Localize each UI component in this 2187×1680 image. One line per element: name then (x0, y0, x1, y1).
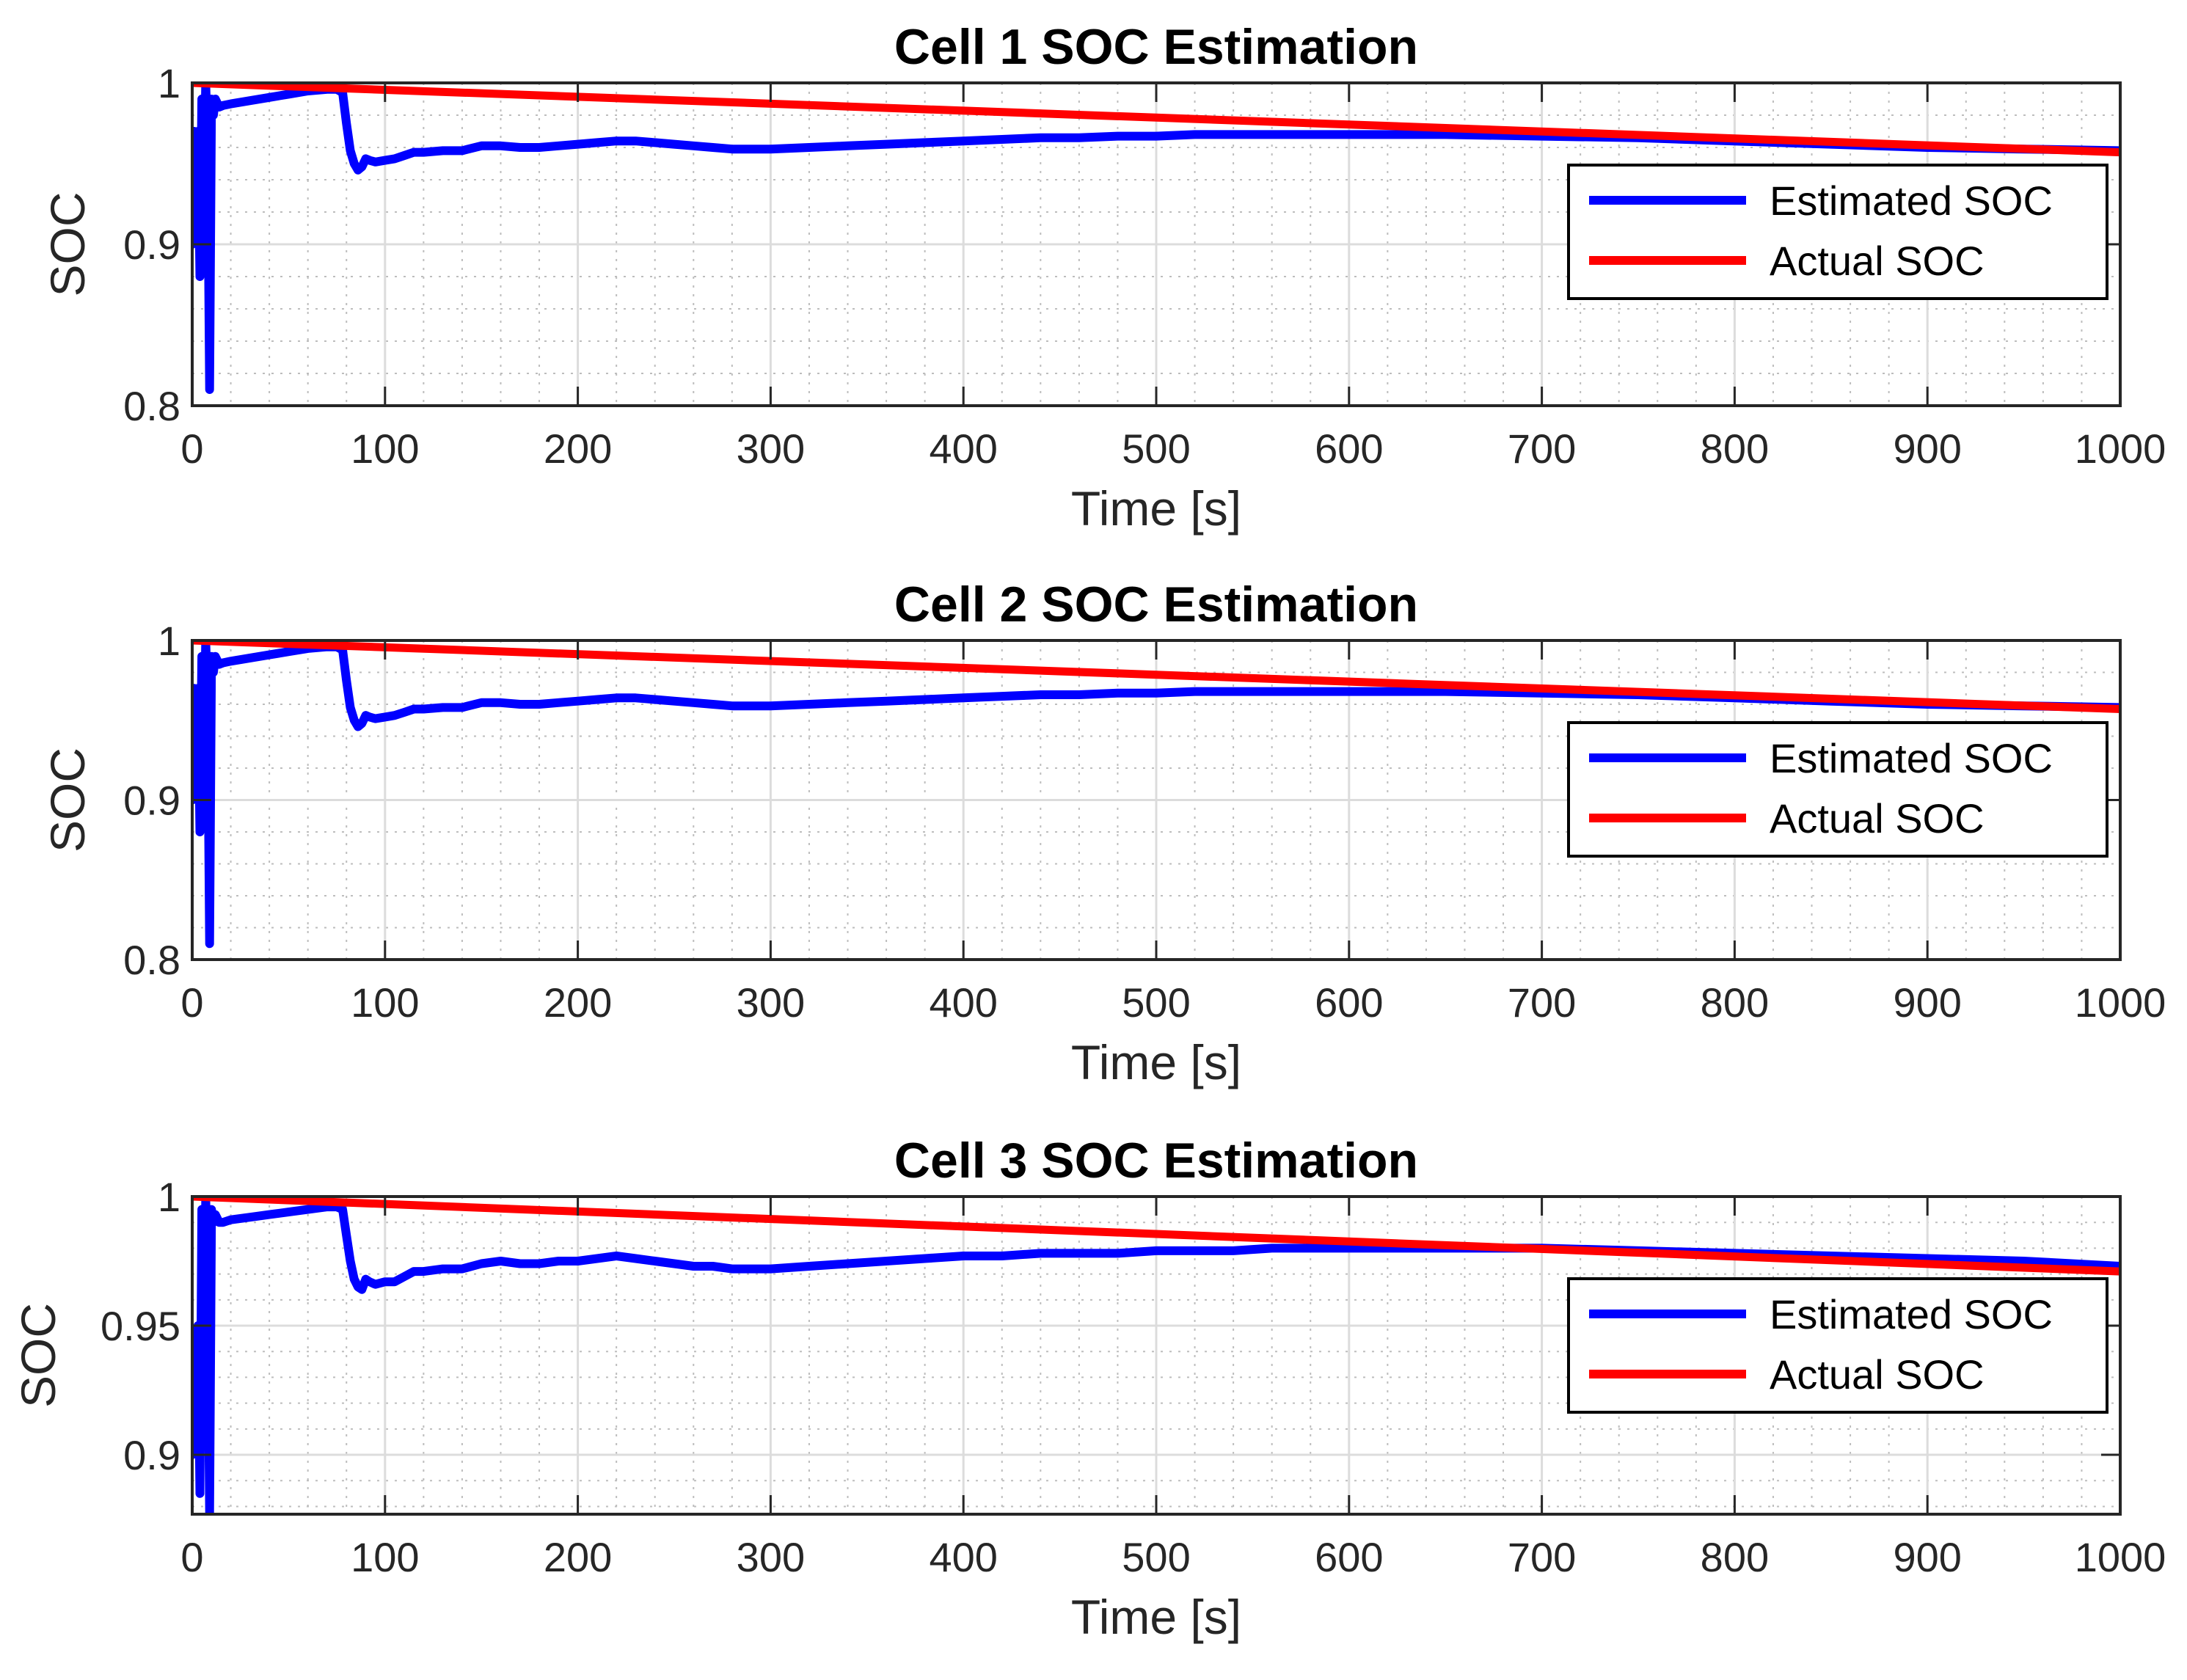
minor-grid (192, 1197, 2120, 1514)
x-tick-label: 500 (1122, 426, 1190, 472)
x-axis-label: Time [s] (1071, 481, 1241, 536)
x-tick-label: 400 (929, 979, 997, 1026)
estimated-soc-line (192, 640, 2120, 949)
x-tick-label: 1000 (2075, 426, 2166, 472)
tick-marks (191, 639, 2122, 961)
y-tick-label: 0.8 (123, 383, 180, 429)
y-tick-label: 0.9 (123, 1432, 180, 1478)
legend-label-estimated: Estimated SOC (1770, 178, 2053, 224)
x-axis-label: Time [s] (1071, 1590, 1241, 1644)
estimated-soc-line (192, 83, 2120, 394)
x-tick-label: 900 (1893, 426, 1961, 472)
x-tick-label: 800 (1701, 1534, 1769, 1580)
legend: Estimated SOC Actual SOC (1567, 164, 2108, 300)
x-tick-label: 200 (544, 979, 612, 1026)
legend-label-estimated: Estimated SOC (1770, 735, 2053, 781)
x-tick-label: 800 (1701, 426, 1769, 472)
x-tick-label: 800 (1701, 979, 1769, 1026)
x-tick-label: 700 (1508, 1534, 1576, 1580)
legend-label-estimated: Estimated SOC (1770, 1291, 2053, 1337)
x-tick-label: 400 (929, 1534, 997, 1580)
x-tick-label: 600 (1315, 1534, 1383, 1580)
y-tick-label: 1 (158, 60, 180, 106)
y-tick-label: 0.95 (101, 1303, 180, 1349)
legend-box (1567, 164, 2108, 300)
y-tick-label: 1 (158, 1174, 180, 1220)
x-tick-label: 1000 (2075, 1534, 2166, 1580)
y-axis-label: SOC (40, 191, 95, 296)
x-tick-label: 100 (351, 426, 419, 472)
chart-title: Cell 3 SOC Estimation (894, 1133, 1418, 1188)
x-tick-label: 0 (180, 1534, 203, 1580)
x-tick-label: 900 (1893, 979, 1961, 1026)
estimated-soc-line (192, 1197, 2120, 1514)
series-group (192, 1197, 2120, 1514)
series-group (192, 83, 2120, 394)
actual-soc-line (192, 640, 2120, 713)
x-tick-label: 400 (929, 426, 997, 472)
legend-box (1567, 721, 2108, 858)
x-tick-label: 300 (737, 426, 805, 472)
legend-box (1567, 1277, 2108, 1414)
y-axis-label: SOC (11, 1303, 65, 1408)
x-tick-label: 200 (544, 1534, 612, 1580)
x-tick-label: 300 (737, 1534, 805, 1580)
x-tick-label: 700 (1508, 979, 1576, 1026)
legend: Estimated SOC Actual SOC (1567, 721, 2108, 858)
legend-label-actual: Actual SOC (1770, 1351, 1985, 1398)
legend: Estimated SOC Actual SOC (1567, 1277, 2108, 1414)
actual-soc-line (192, 83, 2120, 157)
tick-marks (191, 81, 2122, 407)
chart-title: Cell 2 SOC Estimation (894, 577, 1418, 632)
x-tick-label: 500 (1122, 1534, 1190, 1580)
chart-panel-3: 0 100 200 300 400 500 600 700 800 900 1000 0.9 0.95 1… (11, 1133, 2166, 1644)
y-tick-label: 0.8 (123, 937, 180, 983)
y-tick-label: 0.9 (123, 778, 180, 824)
x-tick-label: 0 (180, 979, 203, 1026)
x-tick-label: 600 (1315, 979, 1383, 1026)
chart-panel-2: 0 100 200 300 400 500 600 700 800 900 1000 0.8 0.9 1 C… (40, 577, 2166, 1089)
x-tick-label: 100 (351, 979, 419, 1026)
chart-panel-1: 0 100 200 300 400 500 600 700 800 900 1000 0.8 0.9 1 C… (40, 19, 2166, 536)
x-tick-label: 300 (737, 979, 805, 1026)
x-tick-label: 200 (544, 426, 612, 472)
legend-label-actual: Actual SOC (1770, 238, 1985, 284)
chart-title: Cell 1 SOC Estimation (894, 19, 1418, 75)
series-group (192, 640, 2120, 949)
tick-marks (191, 1195, 2122, 1514)
y-axis-label: SOC (40, 748, 95, 852)
x-tick-label: 700 (1508, 426, 1576, 472)
x-tick-label: 100 (351, 1534, 419, 1580)
x-axis-label: Time [s] (1071, 1035, 1241, 1089)
x-tick-label: 500 (1122, 979, 1190, 1026)
x-tick-label: 900 (1893, 1534, 1961, 1580)
x-tick-label: 1000 (2075, 979, 2166, 1026)
x-tick-label: 600 (1315, 426, 1383, 472)
y-tick-label: 1 (158, 618, 180, 664)
actual-soc-line (192, 1197, 2120, 1276)
x-tick-label: 0 (180, 426, 203, 472)
legend-label-actual: Actual SOC (1770, 795, 1985, 841)
y-tick-label: 0.9 (123, 222, 180, 268)
